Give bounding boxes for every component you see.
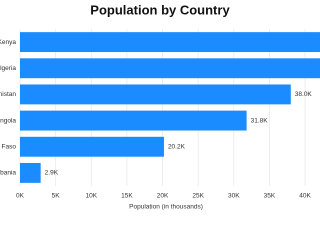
y-tick-label: Algeria [0, 65, 16, 72]
bar [20, 162, 41, 183]
bar [20, 58, 320, 79]
y-tick-label: a Faso [0, 143, 16, 150]
x-tick-label: 35K [264, 193, 276, 200]
chart-title: Population by Country [90, 2, 230, 17]
bar [20, 32, 320, 53]
value-label: 2.9K [45, 170, 59, 177]
x-tick-label: 5K [52, 193, 61, 200]
bar [20, 84, 291, 105]
x-tick-label: 25K [192, 193, 204, 200]
bar [20, 110, 247, 131]
x-tick-label: 30K [228, 193, 240, 200]
x-tick-label: 15K [121, 193, 133, 200]
x-tick-label: 0K [16, 193, 25, 200]
value-label: 31.8K [251, 117, 269, 124]
y-tick-label: Angola [0, 117, 16, 124]
y-tick-label: lbania [0, 170, 16, 177]
y-tick-label: nistan [0, 91, 16, 98]
value-label: 20.2K [168, 143, 186, 150]
x-tick-label: 40K [299, 193, 311, 200]
bar [20, 136, 164, 157]
x-axis-title: Population (in thousands) [129, 204, 203, 211]
value-label: 38.0K [295, 91, 313, 98]
chart: Population by Country Population (in tho… [0, 2, 320, 211]
x-tick-label: 10K [85, 193, 97, 200]
x-tick-label: 20K [157, 193, 169, 200]
